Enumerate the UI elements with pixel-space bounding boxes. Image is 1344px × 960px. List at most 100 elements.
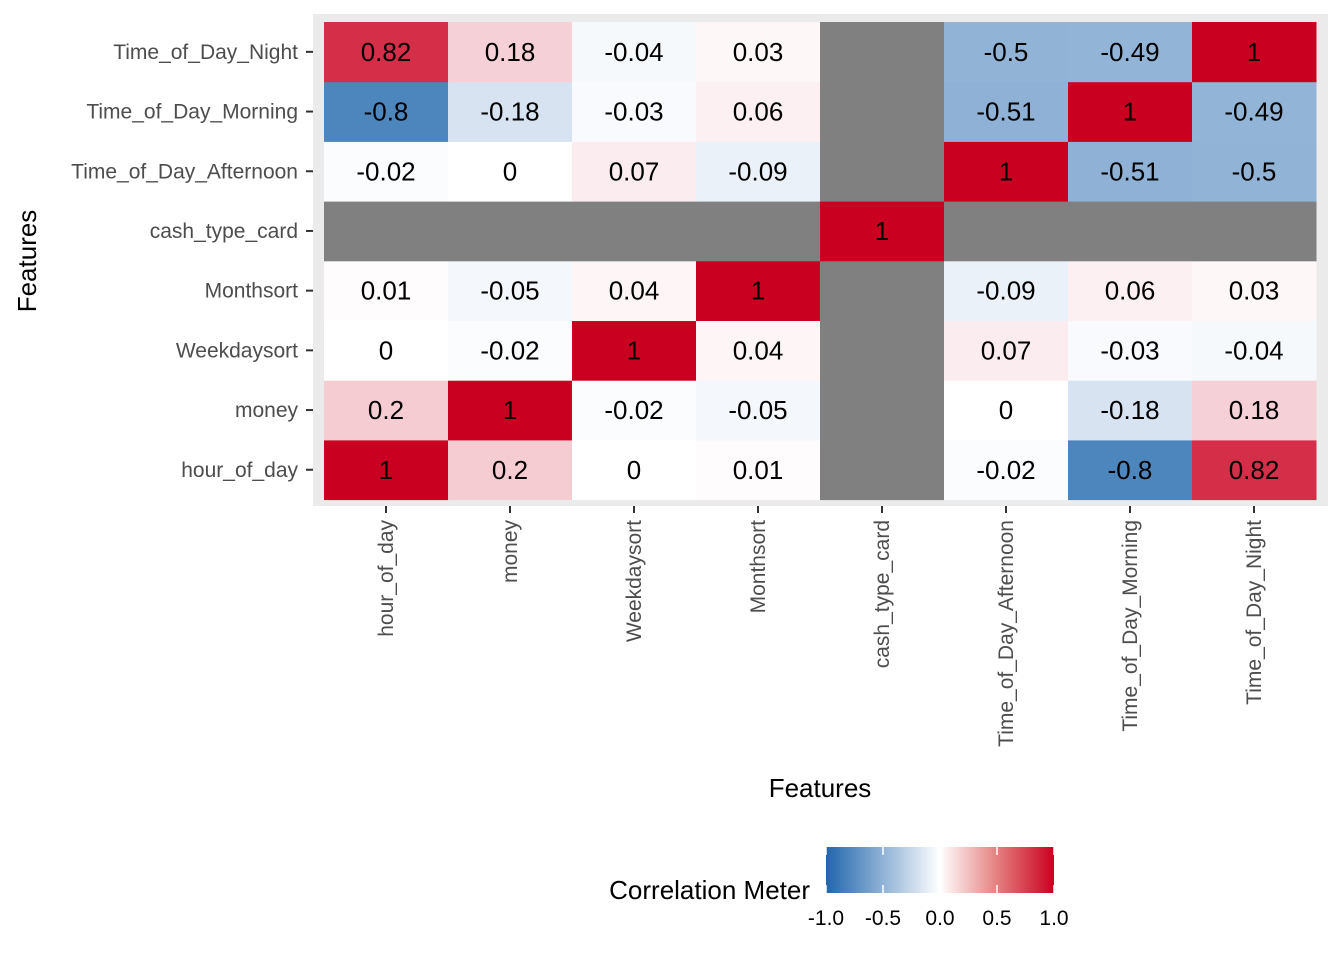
cell-value-label: -0.5 <box>984 37 1029 67</box>
cell-value-label: -0.51 <box>976 97 1035 127</box>
heatmap-cell <box>324 81 449 142</box>
cell-value-label: 0.18 <box>485 37 536 67</box>
cell-value-label: 0.01 <box>733 455 784 485</box>
heatmap-cell <box>572 439 697 501</box>
heatmap-cell <box>820 380 945 441</box>
heatmap-cell <box>1192 141 1317 202</box>
heatmap-cell <box>696 320 821 381</box>
heatmap-cell <box>572 201 697 262</box>
heatmap-cell <box>944 320 1069 381</box>
cell-value-label: 1 <box>503 395 517 425</box>
heatmap-cell <box>448 201 573 262</box>
cell-value-label: 0.82 <box>361 37 412 67</box>
y-tick-label: Time_of_Day_Afternoon <box>71 160 298 183</box>
cell-value-label: 0.03 <box>733 37 784 67</box>
cell-value-label: 1 <box>379 455 393 485</box>
heatmap-cell <box>696 380 821 441</box>
cell-value-label: -0.09 <box>976 276 1035 306</box>
cell-value-label: 0.06 <box>1105 276 1156 306</box>
cell-value-label: 0 <box>999 395 1013 425</box>
cell-value-label: 0.04 <box>733 335 784 365</box>
cell-value-label: -0.04 <box>1224 335 1283 365</box>
heatmap-cells <box>324 22 1317 501</box>
heatmap-cell <box>1192 22 1317 83</box>
heatmap-cell <box>820 320 945 381</box>
cell-value-label: 1 <box>999 156 1013 186</box>
y-tick-label: Time_of_Day_Night <box>113 41 298 64</box>
y-tick-label: Monthsort <box>205 280 299 303</box>
cell-value-label: -0.51 <box>1100 156 1159 186</box>
cell-value-label: -0.49 <box>1224 97 1283 127</box>
heatmap-cell <box>1068 260 1193 321</box>
heatmap-cell <box>1068 439 1193 501</box>
cell-value-label: 0.82 <box>1229 455 1280 485</box>
cell-value-label: 0.07 <box>981 335 1032 365</box>
heatmap-cell <box>696 439 821 501</box>
cell-value-label: -0.02 <box>480 335 539 365</box>
heatmap-cell <box>944 380 1069 441</box>
heatmap-cell <box>324 141 449 202</box>
heatmap-cell <box>944 141 1069 202</box>
heatmap-cell <box>1192 380 1317 441</box>
heatmap-cell <box>696 260 821 321</box>
cell-value-label: 0.04 <box>609 276 660 306</box>
heatmap-cell <box>1192 81 1317 142</box>
heatmap-cell <box>572 22 697 83</box>
x-tick-label: cash_type_card <box>871 520 894 668</box>
cell-value-label: -0.09 <box>728 156 787 186</box>
cell-value-label: 0.2 <box>492 455 528 485</box>
heatmap-cell <box>820 439 945 501</box>
heatmap-cell <box>696 141 821 202</box>
cell-value-label: -0.5 <box>1232 156 1277 186</box>
heatmap-cell <box>820 260 945 321</box>
y-tick-label: Weekdaysort <box>176 339 298 362</box>
y-tick-label: money <box>235 399 299 422</box>
heatmap-cell <box>820 22 945 83</box>
heatmap-cell <box>448 22 573 83</box>
heatmap-cell <box>448 320 573 381</box>
legend-tick-label: -1.0 <box>808 907 844 930</box>
cell-value-label: 0 <box>379 335 393 365</box>
heatmap-cell <box>572 320 697 381</box>
cell-value-label: 0.03 <box>1229 276 1280 306</box>
heatmap-cell <box>324 22 449 83</box>
cell-value-label: -0.05 <box>480 276 539 306</box>
cell-value-label: 0 <box>503 156 517 186</box>
x-axis-title: Features <box>769 773 872 803</box>
cell-value-label: -0.49 <box>1100 37 1159 67</box>
cell-value-label: -0.02 <box>976 455 1035 485</box>
cell-value-label: -0.02 <box>356 156 415 186</box>
heatmap-cell <box>696 22 821 83</box>
heatmap-cell <box>1068 201 1193 262</box>
heatmap-cell <box>1068 81 1193 142</box>
heatmap-cell <box>448 81 573 142</box>
heatmap-cell <box>696 81 821 142</box>
heatmap-cell <box>448 439 573 501</box>
legend-tick-label: 1.0 <box>1039 907 1068 930</box>
heatmap-cell <box>324 439 449 501</box>
legend: Correlation Meter -1.0 -0.5 0.0 0.5 1.0 <box>609 847 1069 930</box>
legend-title: Correlation Meter <box>609 875 810 905</box>
y-axis-title: Features <box>12 210 42 313</box>
cell-value-label: 1 <box>875 216 889 246</box>
heatmap-cell <box>572 380 697 441</box>
cell-value-label: 0.06 <box>733 97 784 127</box>
heatmap-cell <box>1068 320 1193 381</box>
heatmap-cell <box>448 380 573 441</box>
cell-value-label: -0.02 <box>604 395 663 425</box>
cell-value-label: -0.03 <box>604 97 663 127</box>
heatmap-cell <box>448 141 573 202</box>
x-tick-label: Monthsort <box>747 520 770 614</box>
heatmap-cell <box>448 260 573 321</box>
heatmap-cell <box>944 81 1069 142</box>
y-axis: hour_of_day money Weekdaysort Monthsort cash… <box>71 41 313 482</box>
heatmap-cell <box>944 439 1069 501</box>
cell-value-label: 0.01 <box>361 276 412 306</box>
x-tick-label: Weekdaysort <box>623 520 646 642</box>
heatmap-cell <box>1068 380 1193 441</box>
cell-value-label: 1 <box>1123 97 1137 127</box>
y-tick-label: cash_type_card <box>150 220 298 243</box>
legend-tick-label: 0.0 <box>925 907 954 930</box>
heatmap-cell <box>324 380 449 441</box>
